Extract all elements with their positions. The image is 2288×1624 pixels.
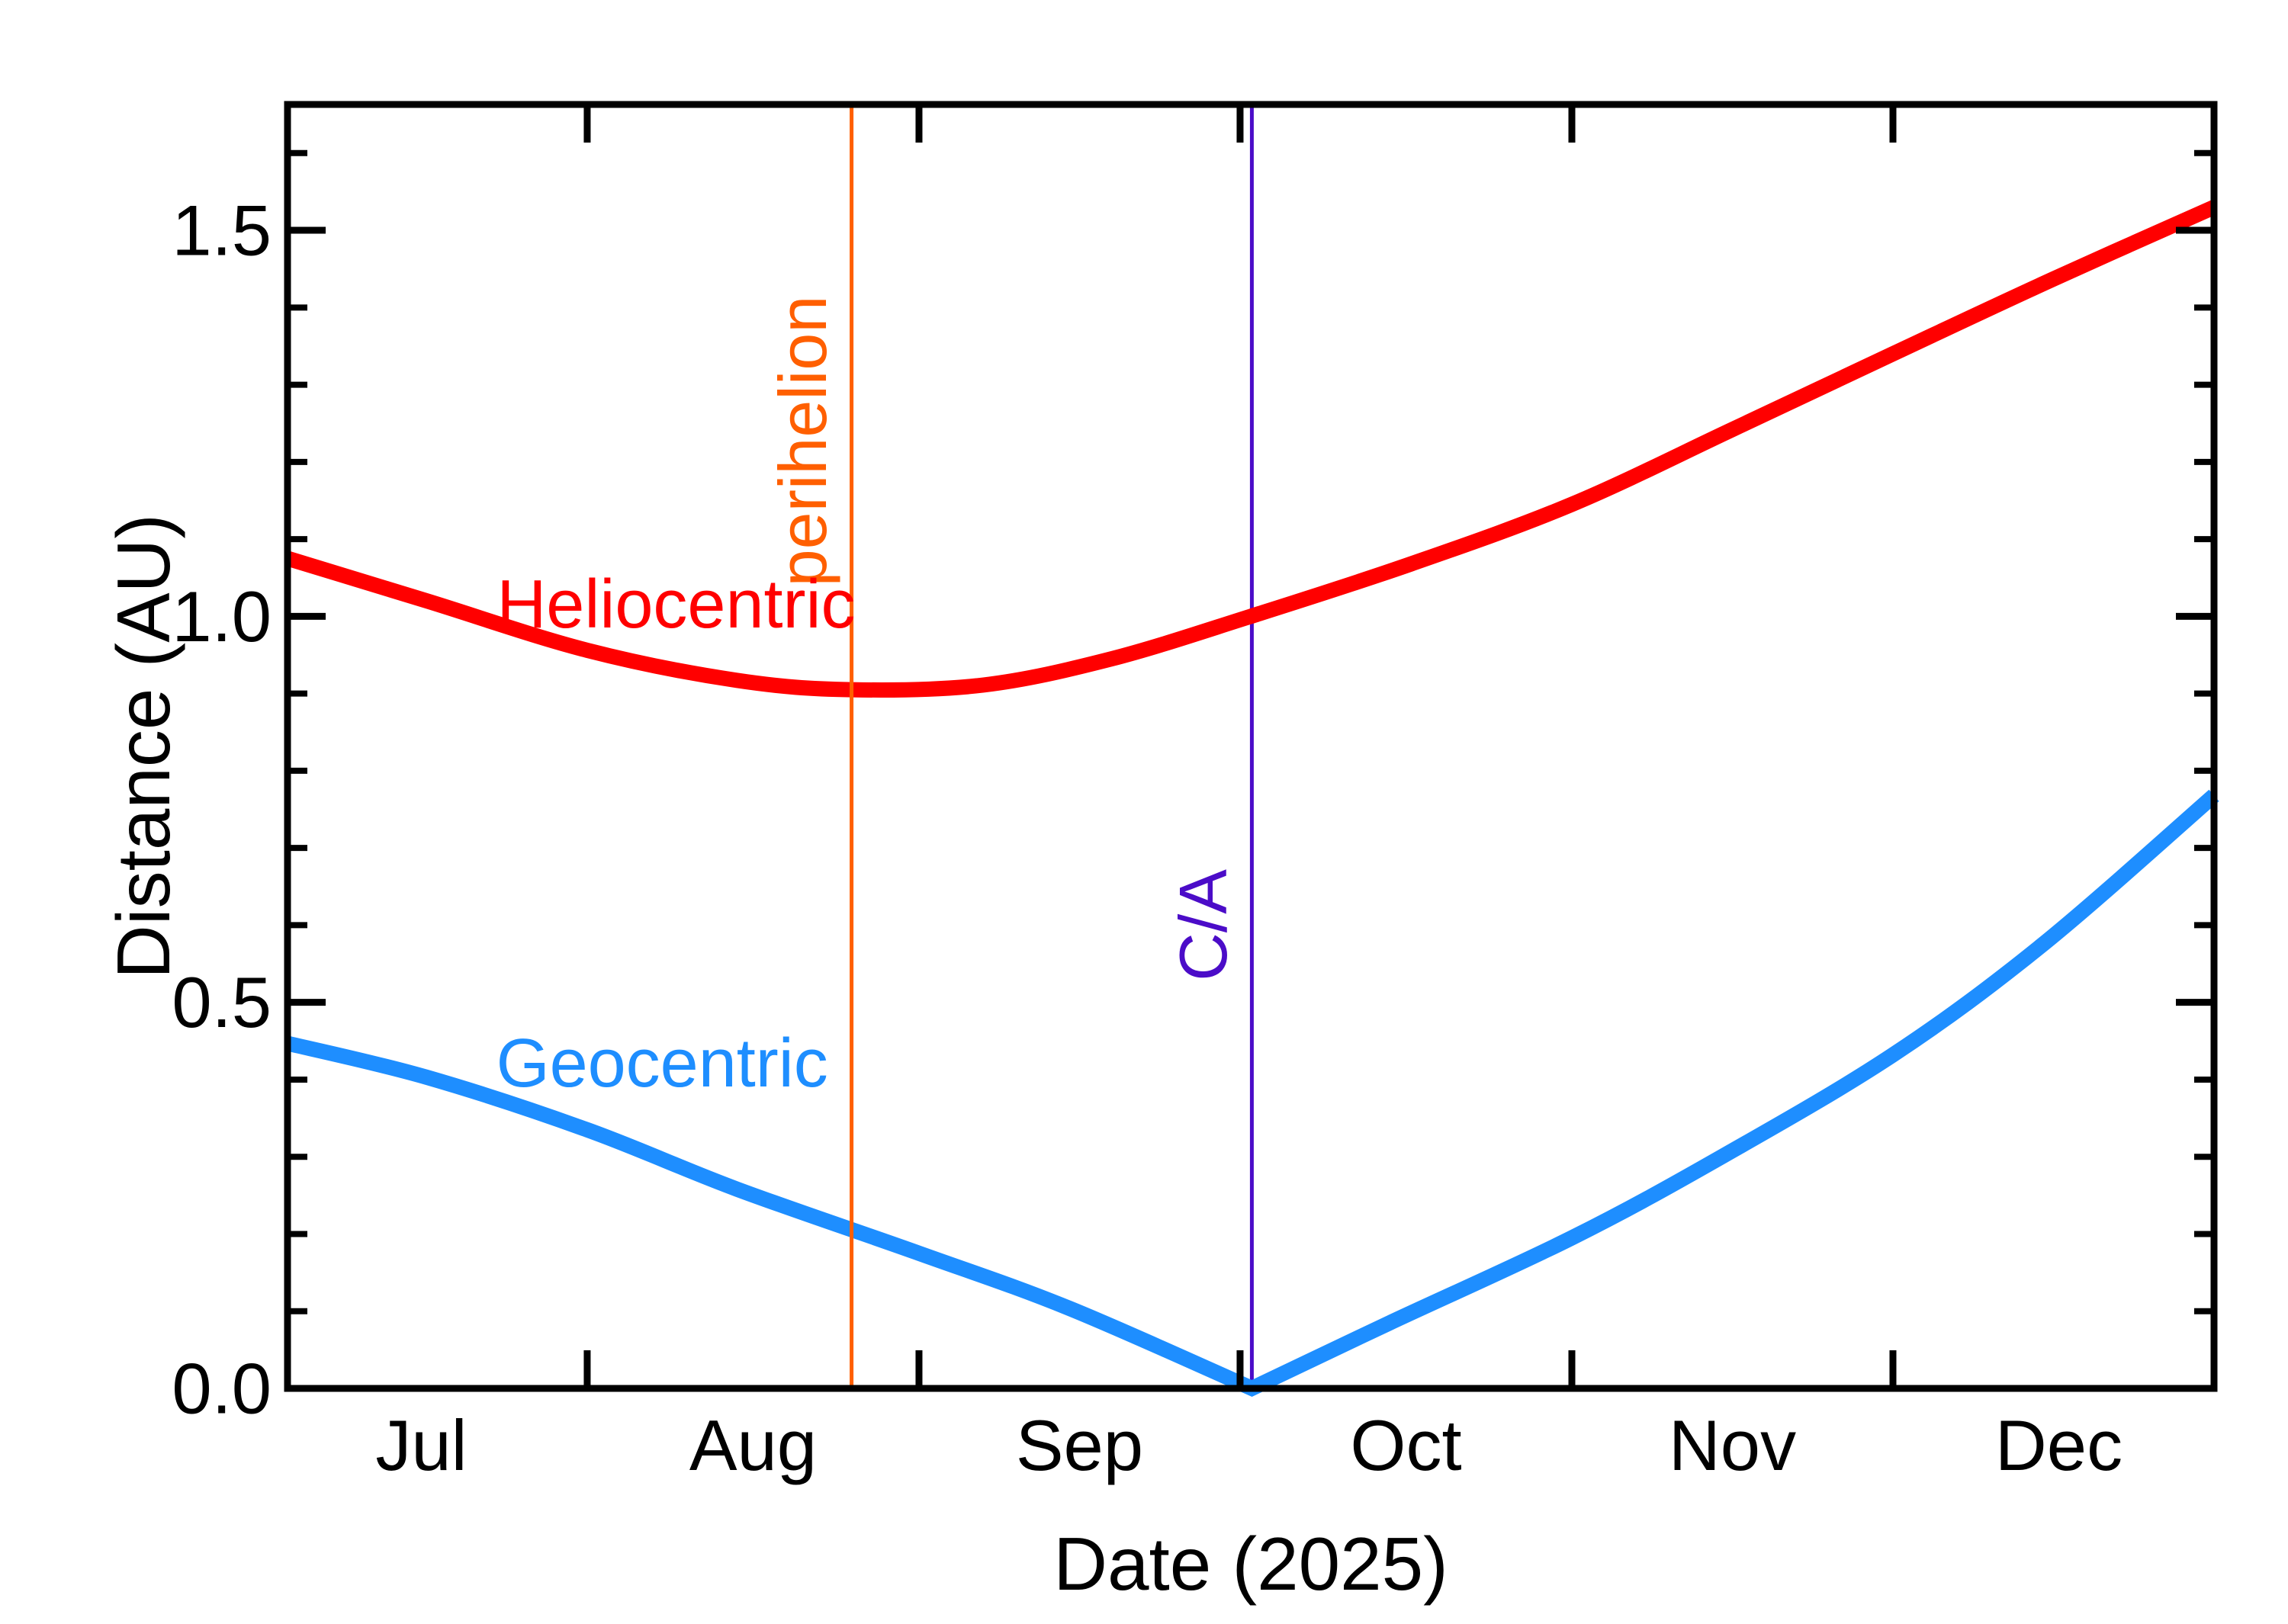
y-tick-label-1.0: 1.0 bbox=[172, 576, 272, 656]
heliocentric-curve bbox=[285, 200, 2218, 698]
month-label-oct: Oct bbox=[1350, 1405, 1461, 1485]
month-label-nov: Nov bbox=[1669, 1405, 1796, 1485]
x-axis-title: Date (2025) bbox=[1053, 1522, 1448, 1606]
perihelion-label: perihelion bbox=[765, 296, 840, 587]
heliocentric-label: Heliocentric bbox=[496, 566, 855, 643]
geocentric-curve bbox=[285, 789, 2219, 1397]
y-tick-label-0.5: 0.5 bbox=[172, 962, 272, 1042]
y-axis-title: Distance (AU) bbox=[101, 514, 185, 979]
plot-frame bbox=[284, 101, 2218, 1392]
y-tick-label-0.0: 0.0 bbox=[172, 1349, 272, 1429]
ca-label: C/A bbox=[1165, 869, 1241, 981]
month-label-sep: Sep bbox=[1016, 1405, 1143, 1485]
month-label-jul: Jul bbox=[375, 1405, 467, 1485]
y-tick-label-1.5: 1.5 bbox=[172, 191, 272, 271]
month-label-aug: Aug bbox=[689, 1405, 817, 1485]
month-label-dec: Dec bbox=[1995, 1405, 2123, 1485]
geocentric-label: Geocentric bbox=[496, 1025, 828, 1102]
